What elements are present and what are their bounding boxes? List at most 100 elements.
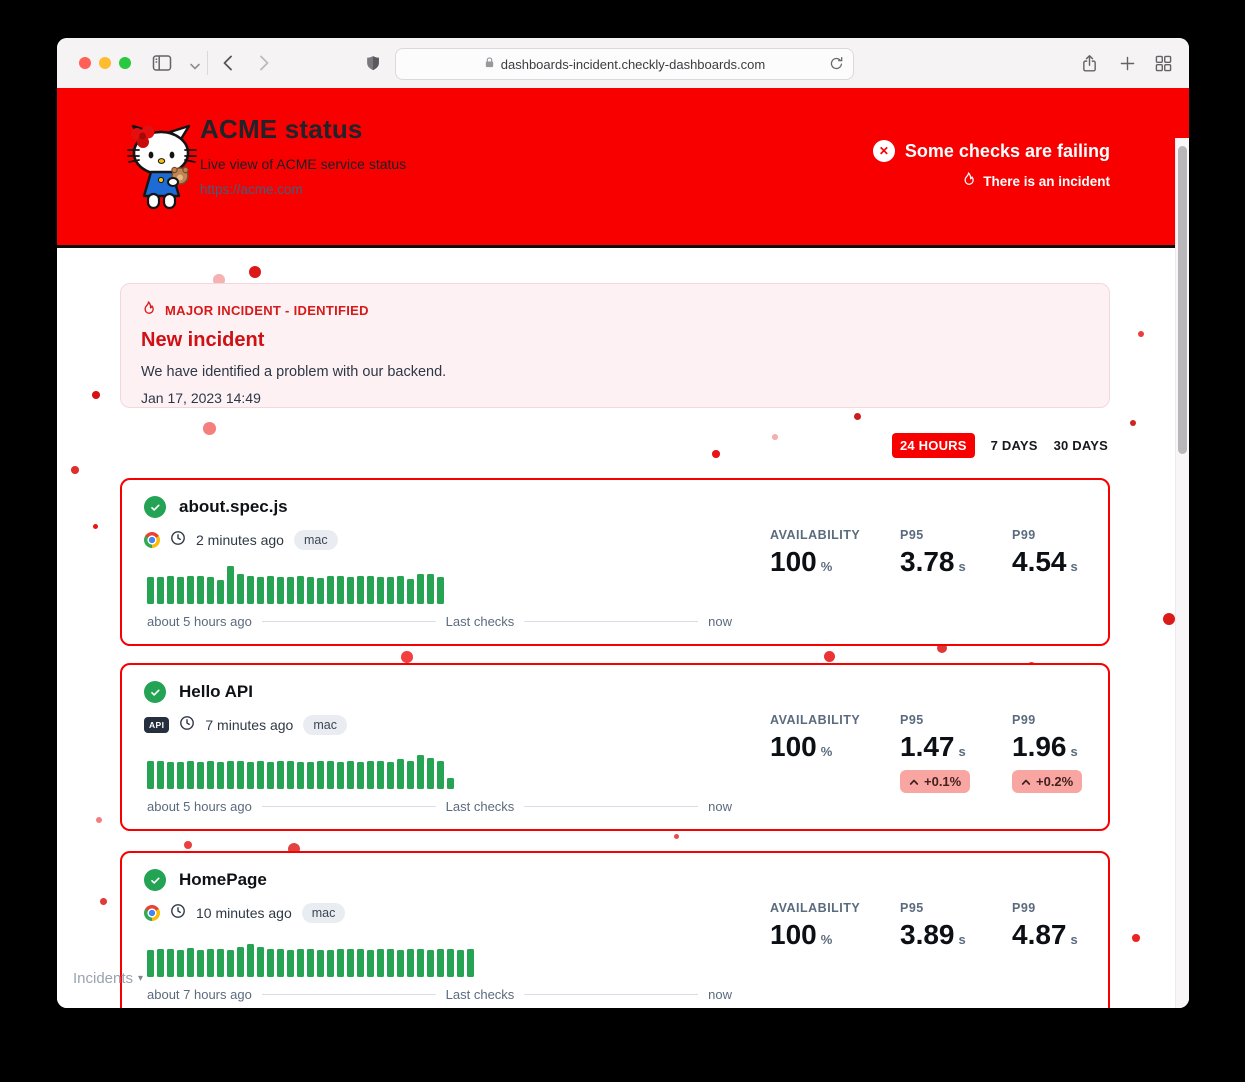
chart-mid-label: Last checks (445, 614, 515, 629)
availability-label: AVAILABILITY (770, 901, 861, 915)
p99-unit: s (1070, 559, 1078, 574)
flame-icon (961, 171, 976, 191)
divider (524, 621, 699, 622)
incident-banner: MAJOR INCIDENT - IDENTIFIED New incident… (120, 283, 1110, 408)
status-message: Some checks are failing (904, 140, 1110, 161)
p99-value: 1.96 (1012, 731, 1067, 762)
chart-mid-label: Last checks (445, 799, 515, 814)
p99-unit: s (1070, 932, 1078, 947)
back-button[interactable] (217, 53, 237, 73)
address-bar[interactable]: dashboards-incident.checkly-dashboards.c… (395, 48, 854, 80)
lock-icon (484, 56, 495, 72)
failing-status-icon: ✕ (872, 140, 895, 162)
clock-icon (179, 715, 195, 736)
incident-title: New incident (141, 329, 265, 351)
check-results-bar-chart (147, 751, 454, 789)
incidents-section-toggle[interactable]: Incidents ▾ (73, 970, 144, 987)
check-name: about.spec.js (179, 497, 288, 516)
new-tab-icon[interactable] (1117, 53, 1137, 73)
divider (524, 806, 699, 807)
availability-unit: % (820, 559, 833, 574)
chart-end-label: now (708, 614, 733, 629)
tag-badge: mac (301, 903, 346, 923)
sidebar-icon[interactable] (152, 53, 172, 73)
p99-value: 4.54 (1012, 546, 1067, 577)
p99-value: 4.87 (1012, 919, 1067, 950)
availability-value: 100 (770, 546, 817, 577)
chevron-up-icon (909, 779, 919, 785)
p95-value: 3.89 (900, 919, 955, 950)
p95-unit: s (958, 932, 966, 947)
incident-severity: MAJOR INCIDENT - IDENTIFIED (165, 302, 369, 318)
chevron-up-icon (1021, 779, 1031, 785)
p95-unit: s (958, 744, 966, 759)
chart-mid-label: Last checks (445, 987, 515, 1002)
chrome-icon (144, 905, 160, 921)
time-range-tabs: 24 HOURS 7 DAYS 30 DAYS (892, 433, 1108, 458)
browser-window: dashboards-incident.checkly-dashboards.c… (57, 38, 1189, 1008)
passing-check-icon (144, 869, 166, 891)
clock-icon (170, 530, 186, 551)
scrollbar-thumb[interactable] (1178, 146, 1187, 454)
acme-link[interactable]: https://acme.com (200, 182, 303, 197)
incident-timestamp: Jan 17, 2023 14:49 (141, 390, 261, 406)
tab-overview-icon[interactable] (1153, 53, 1173, 73)
passing-check-icon (144, 496, 166, 518)
p95-label: P95 (900, 713, 924, 727)
incident-description: We have identified a problem with our ba… (141, 364, 447, 380)
check-card-hello-api[interactable]: Hello API API 7 minutes ago mac about 5 … (120, 663, 1110, 831)
clock-icon (170, 903, 186, 924)
url-text: dashboards-incident.checkly-dashboards.c… (500, 56, 766, 72)
tag-badge: mac (303, 715, 347, 735)
p95-value: 1.47 (900, 731, 955, 762)
check-card-about-spec-js[interactable]: about.spec.js 2 minutes ago mac about 5 … (120, 478, 1110, 646)
page-content: ACME status Live view of ACME service st… (57, 88, 1189, 1008)
forward-button[interactable] (254, 53, 274, 73)
acme-logo (121, 122, 203, 214)
tab-30-days[interactable]: 30 DAYS (1053, 438, 1108, 453)
share-icon[interactable] (1079, 53, 1099, 73)
availability-unit: % (820, 932, 833, 947)
chrome-icon (144, 532, 160, 548)
last-run-time: 10 minutes ago (196, 905, 292, 921)
p95-delta-badge: +0.1% (900, 770, 971, 794)
incident-message: There is an incident (983, 173, 1110, 189)
flame-icon (141, 300, 156, 320)
status-page-header: ACME status Live view of ACME service st… (57, 88, 1189, 248)
api-badge: API (144, 716, 170, 734)
check-card-homepage[interactable]: HomePage 10 minutes ago mac about 7 hour… (120, 851, 1110, 1008)
divider (261, 621, 436, 622)
minimize-window-button[interactable] (99, 57, 111, 69)
privacy-shield-icon[interactable] (363, 53, 383, 73)
divider (261, 806, 436, 807)
toolbar-divider (207, 51, 208, 75)
p95-value: 3.78 (900, 546, 955, 577)
p95-label: P95 (900, 901, 924, 915)
check-results-bar-chart (147, 939, 474, 977)
tab-7-days[interactable]: 7 DAYS (990, 438, 1038, 453)
p95-label: P95 (900, 528, 924, 542)
chevron-down-icon: ▾ (138, 973, 144, 984)
availability-label: AVAILABILITY (770, 713, 861, 727)
chart-end-label: now (708, 987, 733, 1002)
zoom-window-button[interactable] (119, 57, 131, 69)
page-title: ACME status (200, 114, 363, 144)
p99-label: P99 (1012, 528, 1036, 542)
availability-value: 100 (770, 919, 817, 950)
chart-start-label: about 5 hours ago (147, 799, 252, 814)
chevron-down-icon[interactable] (185, 56, 205, 76)
page-subtitle: Live view of ACME service status (200, 156, 407, 172)
check-name: HomePage (179, 870, 267, 889)
p95-unit: s (958, 559, 966, 574)
close-window-button[interactable] (79, 57, 91, 69)
dashboard-body: MAJOR INCIDENT - IDENTIFIED New incident… (57, 248, 1189, 1008)
availability-label: AVAILABILITY (770, 528, 861, 542)
p99-delta-badge: +0.2% (1012, 770, 1083, 794)
last-run-time: 2 minutes ago (196, 532, 284, 548)
tab-24-hours[interactable]: 24 HOURS (892, 433, 975, 458)
chart-end-label: now (708, 799, 733, 814)
p99-unit: s (1070, 744, 1078, 759)
availability-value: 100 (770, 731, 817, 762)
tag-badge: mac (293, 530, 338, 550)
reload-icon[interactable] (829, 56, 844, 74)
